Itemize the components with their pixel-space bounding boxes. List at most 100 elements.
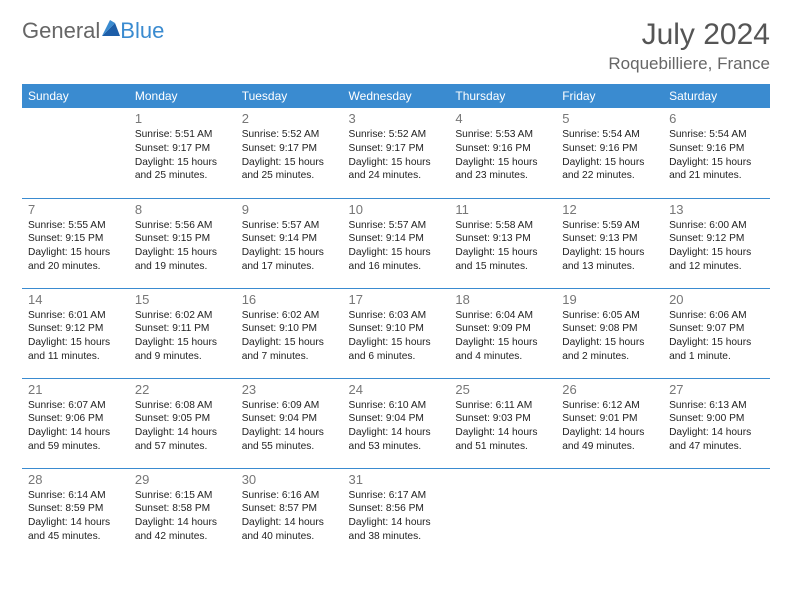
day-number: 11 bbox=[455, 202, 550, 217]
logo-text-1: General bbox=[22, 18, 100, 44]
sunset-line: Sunset: 9:08 PM bbox=[562, 322, 657, 336]
sunset-line: Sunset: 8:56 PM bbox=[349, 502, 444, 516]
daylight-line: Daylight: 14 hours and 42 minutes. bbox=[135, 516, 230, 544]
title-block: July 2024 Roquebilliere, France bbox=[608, 18, 770, 74]
weekday-header: Friday bbox=[556, 84, 663, 108]
daylight-line: Daylight: 15 hours and 20 minutes. bbox=[28, 246, 123, 274]
day-number: 22 bbox=[135, 382, 230, 397]
calendar-table: SundayMondayTuesdayWednesdayThursdayFrid… bbox=[22, 84, 770, 558]
calendar-day-cell: 17Sunrise: 6:03 AMSunset: 9:10 PMDayligh… bbox=[343, 288, 450, 378]
sunset-line: Sunset: 9:10 PM bbox=[242, 322, 337, 336]
day-number: 27 bbox=[669, 382, 764, 397]
sunrise-line: Sunrise: 6:07 AM bbox=[28, 399, 123, 413]
sunset-line: Sunset: 9:10 PM bbox=[349, 322, 444, 336]
day-number: 8 bbox=[135, 202, 230, 217]
sunrise-line: Sunrise: 5:59 AM bbox=[562, 219, 657, 233]
calendar-week-row: 28Sunrise: 6:14 AMSunset: 8:59 PMDayligh… bbox=[22, 468, 770, 558]
day-number: 7 bbox=[28, 202, 123, 217]
calendar-day-cell: 15Sunrise: 6:02 AMSunset: 9:11 PMDayligh… bbox=[129, 288, 236, 378]
day-number: 3 bbox=[349, 111, 444, 126]
calendar-page: General Blue July 2024 Roquebilliere, Fr… bbox=[0, 0, 792, 568]
title-month: July 2024 bbox=[608, 18, 770, 52]
day-number: 13 bbox=[669, 202, 764, 217]
calendar-day-cell: 23Sunrise: 6:09 AMSunset: 9:04 PMDayligh… bbox=[236, 378, 343, 468]
calendar-day-cell bbox=[449, 468, 556, 558]
calendar-day-cell: 5Sunrise: 5:54 AMSunset: 9:16 PMDaylight… bbox=[556, 108, 663, 198]
sunrise-line: Sunrise: 6:11 AM bbox=[455, 399, 550, 413]
daylight-line: Daylight: 14 hours and 53 minutes. bbox=[349, 426, 444, 454]
calendar-day-cell: 16Sunrise: 6:02 AMSunset: 9:10 PMDayligh… bbox=[236, 288, 343, 378]
sunset-line: Sunset: 9:11 PM bbox=[135, 322, 230, 336]
sunset-line: Sunset: 9:06 PM bbox=[28, 412, 123, 426]
sunset-line: Sunset: 9:14 PM bbox=[242, 232, 337, 246]
sunset-line: Sunset: 9:05 PM bbox=[135, 412, 230, 426]
daylight-line: Daylight: 14 hours and 40 minutes. bbox=[242, 516, 337, 544]
daylight-line: Daylight: 14 hours and 51 minutes. bbox=[455, 426, 550, 454]
sunrise-line: Sunrise: 6:02 AM bbox=[242, 309, 337, 323]
calendar-day-cell bbox=[556, 468, 663, 558]
calendar-day-cell: 1Sunrise: 5:51 AMSunset: 9:17 PMDaylight… bbox=[129, 108, 236, 198]
sunrise-line: Sunrise: 6:17 AM bbox=[349, 489, 444, 503]
sunrise-line: Sunrise: 6:03 AM bbox=[349, 309, 444, 323]
calendar-day-cell: 26Sunrise: 6:12 AMSunset: 9:01 PMDayligh… bbox=[556, 378, 663, 468]
calendar-week-row: 21 Sunrise: 6:07 AMSunset: 9:06 PM Dayligh… bbox=[22, 378, 770, 468]
calendar-day-cell: 10Sunrise: 5:57 AMSunset: 9:14 PMDayligh… bbox=[343, 198, 450, 288]
day-number: 21 bbox=[28, 382, 123, 397]
weekday-header: Wednesday bbox=[343, 84, 450, 108]
sunrise-line: Sunrise: 6:14 AM bbox=[28, 489, 123, 503]
daylight-line: Daylight: 15 hours and 6 minutes. bbox=[349, 336, 444, 364]
day-number: 6 bbox=[669, 111, 764, 126]
day-number: 16 bbox=[242, 292, 337, 307]
sunrise-line: Sunrise: 6:15 AM bbox=[135, 489, 230, 503]
sunset-line: Sunset: 9:15 PM bbox=[135, 232, 230, 246]
sunset-line: Sunset: 9:09 PM bbox=[455, 322, 550, 336]
day-number: 19 bbox=[562, 292, 657, 307]
calendar-day-cell: 27Sunrise: 6:13 AMSunset: 9:00 PMDayligh… bbox=[663, 378, 770, 468]
daylight-line: Daylight: 15 hours and 24 minutes. bbox=[349, 156, 444, 184]
day-number: 5 bbox=[562, 111, 657, 126]
sunrise-line: Sunrise: 5:56 AM bbox=[135, 219, 230, 233]
day-number: 4 bbox=[455, 111, 550, 126]
calendar-day-cell: 28Sunrise: 6:14 AMSunset: 8:59 PMDayligh… bbox=[22, 468, 129, 558]
sunrise-line: Sunrise: 6:02 AM bbox=[135, 309, 230, 323]
day-number: 30 bbox=[242, 472, 337, 487]
sunrise-line: Sunrise: 6:08 AM bbox=[135, 399, 230, 413]
sunset-line: Sunset: 9:12 PM bbox=[28, 322, 123, 336]
sunset-line: Sunset: 9:00 PM bbox=[669, 412, 764, 426]
calendar-day-cell: 30Sunrise: 6:16 AMSunset: 8:57 PMDayligh… bbox=[236, 468, 343, 558]
sunrise-line: Sunrise: 5:53 AM bbox=[455, 128, 550, 142]
calendar-day-cell: 13Sunrise: 6:00 AMSunset: 9:12 PMDayligh… bbox=[663, 198, 770, 288]
day-number: 20 bbox=[669, 292, 764, 307]
day-number: 28 bbox=[28, 472, 123, 487]
daylight-line: Daylight: 15 hours and 25 minutes. bbox=[242, 156, 337, 184]
day-number: 1 bbox=[135, 111, 230, 126]
sunrise-line: Sunrise: 5:58 AM bbox=[455, 219, 550, 233]
calendar-day-cell: 3Sunrise: 5:52 AMSunset: 9:17 PMDaylight… bbox=[343, 108, 450, 198]
daylight-line: Daylight: 15 hours and 19 minutes. bbox=[135, 246, 230, 274]
sunrise-line: Sunrise: 5:57 AM bbox=[242, 219, 337, 233]
sunrise-line: Sunrise: 6:16 AM bbox=[242, 489, 337, 503]
sunrise-line: Sunrise: 5:54 AM bbox=[562, 128, 657, 142]
day-number: 31 bbox=[349, 472, 444, 487]
calendar-day-cell: 25Sunrise: 6:11 AMSunset: 9:03 PMDayligh… bbox=[449, 378, 556, 468]
daylight-line: Daylight: 15 hours and 12 minutes. bbox=[669, 246, 764, 274]
calendar-day-cell: 7Sunrise: 5:55 AMSunset: 9:15 PMDaylight… bbox=[22, 198, 129, 288]
calendar-week-row: 7Sunrise: 5:55 AMSunset: 9:15 PMDaylight… bbox=[22, 198, 770, 288]
sunrise-line: Sunrise: 6:01 AM bbox=[28, 309, 123, 323]
sunrise-line: Sunrise: 6:00 AM bbox=[669, 219, 764, 233]
day-number: 24 bbox=[349, 382, 444, 397]
weekday-header: Tuesday bbox=[236, 84, 343, 108]
calendar-day-cell: 24Sunrise: 6:10 AMSunset: 9:04 PMDayligh… bbox=[343, 378, 450, 468]
calendar-week-row: 14Sunrise: 6:01 AMSunset: 9:12 PMDayligh… bbox=[22, 288, 770, 378]
sunrise-line: Sunrise: 6:13 AM bbox=[669, 399, 764, 413]
day-number: 10 bbox=[349, 202, 444, 217]
weekday-header: Thursday bbox=[449, 84, 556, 108]
sunrise-line: Sunrise: 5:54 AM bbox=[669, 128, 764, 142]
sunrise-line: Sunrise: 6:04 AM bbox=[455, 309, 550, 323]
day-number: 29 bbox=[135, 472, 230, 487]
calendar-day-cell: 21Sunrise: 6:07 AMSunset: 9:06 PMDayligh… bbox=[22, 378, 129, 468]
calendar-day-cell: 29 Sunrise: 6:15 AMSunset: 8:58 PMDayligh… bbox=[129, 468, 236, 558]
day-number: 25 bbox=[455, 382, 550, 397]
sunset-line: Sunset: 8:58 PM bbox=[135, 502, 230, 516]
calendar-day-cell: 8 Sunrise: 5:56 AMSunset: 9:15 PMDaylight… bbox=[129, 198, 236, 288]
